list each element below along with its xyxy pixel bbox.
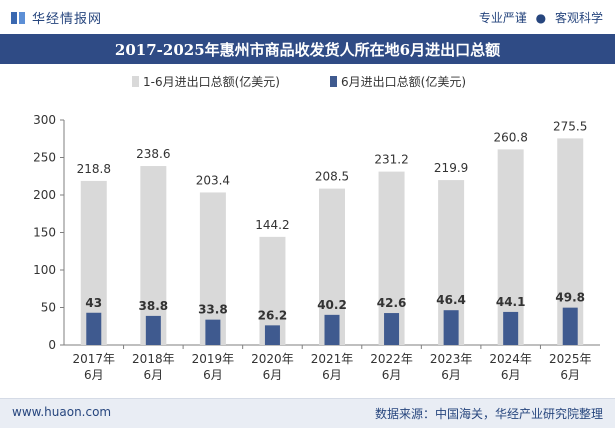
value-label-june: 42.6 (377, 296, 407, 310)
y-tick-label: 50 (41, 301, 56, 315)
value-label-total: 144.2 (255, 218, 289, 232)
brand-logo-icon (11, 11, 25, 24)
bar-june (562, 307, 578, 345)
top-bar: 华经情报网 专业严谨 ● 客观科学 (0, 0, 615, 34)
bar-june (384, 313, 400, 345)
bar-june (145, 315, 161, 345)
x-tick-label-month: 6月 (382, 368, 402, 382)
legend-swatch-0 (132, 76, 139, 87)
x-tick-label-year: 2024年 (489, 352, 532, 366)
legend-label-1: 6月进出口总额(亿美元) (341, 74, 466, 89)
value-label-total: 203.4 (196, 173, 230, 187)
bar-chart: 1-6月进出口总额(亿美元) 6月进出口总额(亿美元) 0 50 100 150 200 25… (33, 74, 600, 382)
value-label-june: 33.8 (198, 303, 228, 317)
y-tick-label: 0 (48, 338, 56, 352)
tagline-right: 客观科学 (554, 11, 603, 25)
bar-june (324, 314, 340, 345)
bar-june (443, 310, 459, 345)
x-tick-label-month: 6月 (560, 368, 580, 382)
y-tick-label: 100 (33, 263, 56, 277)
tagline: 专业严谨 ● 客观科学 (479, 9, 603, 26)
x-tick-label-month: 6月 (144, 368, 164, 382)
bar-june (86, 312, 102, 345)
value-label-june: 38.8 (139, 299, 169, 313)
x-tick-label-year: 2017年 (73, 352, 116, 366)
value-label-june: 43 (85, 296, 102, 310)
value-label-total: 260.8 (493, 130, 527, 144)
value-label-total: 238.6 (136, 147, 170, 161)
value-label-june: 40.2 (317, 298, 347, 312)
x-tick-label-year: 2019年 (192, 352, 235, 366)
y-tick-label: 200 (33, 188, 56, 202)
y-tick-label: 250 (33, 151, 56, 165)
x-tick-label-year: 2018年 (132, 352, 175, 366)
x-tick-label-year: 2025年 (549, 352, 592, 366)
chart-title: 2017-2025年惠州市商品收发货人所在地6月进出口总额 (114, 40, 501, 59)
bar-june (205, 319, 221, 345)
value-label-june: 49.8 (555, 291, 585, 305)
value-label-june: 46.4 (436, 293, 466, 307)
value-label-total: 231.2 (374, 153, 408, 167)
tagline-separator: ● (535, 11, 547, 25)
value-label-total: 218.8 (77, 162, 111, 176)
bar-total (140, 166, 167, 345)
x-tick-label-month: 6月 (322, 368, 342, 382)
value-label-total: 275.5 (553, 119, 587, 133)
tagline-left: 专业严谨 (478, 11, 527, 25)
value-label-june: 44.1 (496, 295, 526, 309)
value-label-total: 219.9 (434, 161, 468, 175)
legend-label-0: 1-6月进出口总额(亿美元) (143, 74, 280, 89)
x-tick-label-month: 6月 (84, 368, 104, 382)
legend-swatch-1 (330, 76, 337, 87)
value-label-total: 208.5 (315, 170, 349, 184)
x-tick-label-month: 6月 (203, 368, 223, 382)
value-label-june: 26.2 (258, 308, 288, 322)
brand: 华经情报网 (10, 8, 102, 27)
x-tick-label-month: 6月 (441, 368, 461, 382)
y-tick-label: 300 (33, 113, 56, 127)
y-tick-label: 150 (33, 226, 56, 240)
bar-june (503, 311, 519, 345)
website-url[interactable]: www.huaon.com (12, 405, 112, 419)
x-tick-label-year: 2021年 (311, 352, 354, 366)
bar-total (199, 192, 226, 345)
brand-name: 华经情报网 (32, 12, 103, 27)
x-tick-label-month: 6月 (501, 368, 521, 382)
x-tick-label-year: 2020年 (251, 352, 294, 366)
footer: www.huaon.com 数据来源：中国海关，华经产业研究院整理 (0, 398, 615, 428)
x-tick-label-year: 2023年 (430, 352, 473, 366)
title-bar: 2017-2025年惠州市商品收发货人所在地6月进出口总额 (0, 34, 615, 64)
data-source: 数据来源：中国海关，华经产业研究院整理 (374, 407, 603, 421)
x-tick-label-month: 6月 (263, 368, 283, 382)
x-tick-label-year: 2022年 (370, 352, 413, 366)
bar-june (264, 325, 280, 345)
